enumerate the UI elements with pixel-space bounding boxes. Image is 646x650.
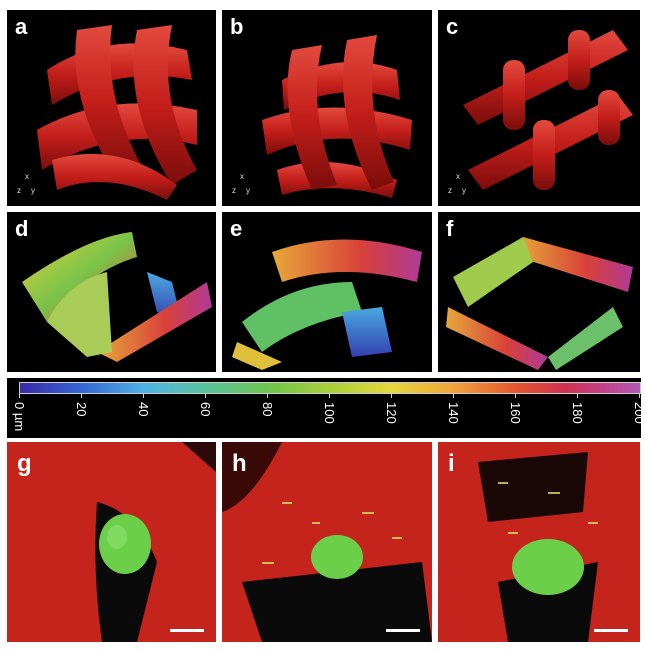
- depth-colorbar: 0 µm 20 40 60 80 100 120 140 160 180 200: [7, 378, 646, 438]
- colorbar-tick-label: 100: [322, 402, 337, 424]
- panel-label-c: c: [446, 14, 459, 39]
- scaffold-render-a: [37, 25, 197, 200]
- scale-bar: [594, 629, 628, 632]
- cell-spheroid: [512, 539, 584, 595]
- colorbar-tick: [267, 393, 268, 398]
- panel-d: d: [7, 212, 216, 372]
- colorbar-tick-label: 160: [508, 402, 523, 424]
- colorbar-gradient: [19, 382, 641, 394]
- panel-h: h: [222, 442, 432, 642]
- microscopy-image-h: [222, 442, 432, 642]
- colorbar-tick-label: 0 µm: [12, 402, 27, 432]
- colorbar-tick: [639, 393, 640, 398]
- colorbar-tick-label: 180: [570, 402, 585, 424]
- cell-spheroid: [311, 535, 363, 579]
- microscopy-image-i: [478, 452, 598, 642]
- panel-a: a x z y: [7, 10, 216, 206]
- scaffold-render-b: [262, 35, 412, 198]
- panel-i: i: [438, 442, 640, 642]
- panel-c: c x z y: [438, 10, 640, 206]
- colorbar-tick-label: 120: [384, 402, 399, 424]
- colorbar-tick: [81, 393, 82, 398]
- axis-x-label: x: [25, 172, 29, 181]
- axes-indicator: x z y: [232, 172, 250, 195]
- colorbar-tick: [205, 393, 206, 398]
- panel-label-e: e: [230, 216, 243, 241]
- panel-b: b x z y: [222, 10, 432, 206]
- colorbar-tick-label: 40: [136, 402, 151, 417]
- axis-z-label: z: [17, 186, 21, 195]
- scale-bar: [386, 629, 420, 632]
- axes-indicator: x z y: [448, 172, 466, 195]
- axes-indicator: x z y: [17, 172, 47, 196]
- panel-g: g: [7, 442, 216, 642]
- colorbar-tick-label: 60: [198, 402, 213, 417]
- colorbar-tick: [453, 393, 454, 398]
- colorbar-tick: [577, 393, 578, 398]
- panel-label-i: i: [448, 450, 455, 477]
- colorbar-tick: [391, 393, 392, 398]
- pore-depth-render-f: [446, 237, 633, 370]
- panel-label-g: g: [17, 450, 32, 477]
- panel-e: e: [222, 212, 432, 372]
- panel-label-d: d: [15, 216, 29, 241]
- panel-label-f: f: [446, 216, 454, 241]
- panel-f: f: [438, 212, 640, 372]
- pore-depth-render-e: [232, 239, 422, 370]
- scale-bar: [170, 629, 204, 632]
- colorbar-tick-label: 200: [632, 402, 646, 424]
- panel-label-a: a: [15, 14, 28, 39]
- colorbar-tick-label: 140: [446, 402, 461, 424]
- microscopy-image-g: [95, 442, 216, 642]
- colorbar-tick-label: 20: [74, 402, 89, 417]
- panel-label-h: h: [232, 450, 247, 477]
- colorbar-tick: [515, 393, 516, 398]
- colorbar-tick: [143, 393, 144, 398]
- colorbar-tick: [19, 393, 20, 398]
- scaffold-render-c: [463, 30, 633, 190]
- pore-depth-render-d: [22, 232, 212, 362]
- colorbar-tick: [329, 393, 330, 398]
- colorbar-tick-label: 80: [260, 402, 275, 417]
- axis-y-label: y: [31, 186, 35, 195]
- panel-label-b: b: [230, 14, 244, 39]
